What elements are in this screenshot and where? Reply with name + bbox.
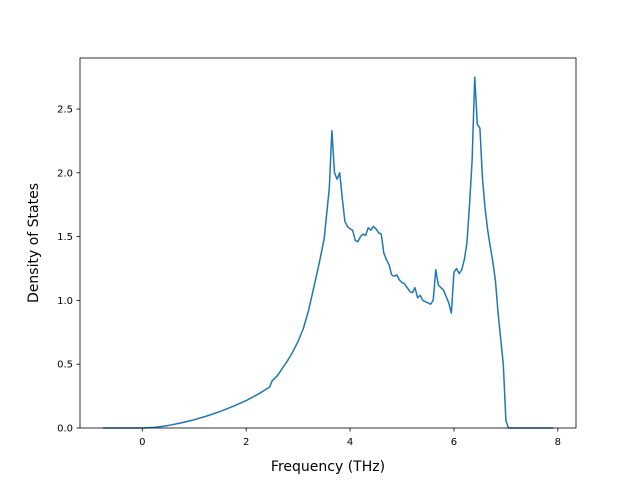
x-tick-label: 6 — [451, 437, 457, 448]
y-tick-label: 2.5 — [57, 105, 73, 116]
y-tick-label: 0.0 — [57, 424, 73, 435]
x-axis-label: Frequency (THz) — [271, 459, 385, 475]
y-ticks: 0.0 0.5 1.0 1.5 2.0 2.5 — [57, 105, 80, 435]
dos-series-line — [102, 76, 554, 429]
x-tick-label: 2 — [243, 437, 249, 448]
x-ticks: 0 2 4 6 8 — [139, 428, 561, 448]
x-tick-label: 8 — [555, 437, 561, 448]
y-tick-label: 0.5 — [57, 360, 73, 371]
x-tick-label: 0 — [139, 437, 145, 448]
x-tick-label: 4 — [347, 437, 353, 448]
plot-frame — [79, 57, 577, 429]
y-tick-label: 1.0 — [57, 296, 73, 307]
y-tick-label: 1.5 — [57, 232, 73, 243]
y-tick-label: 2.0 — [57, 168, 73, 179]
y-axis-label: Density of States — [26, 183, 42, 303]
